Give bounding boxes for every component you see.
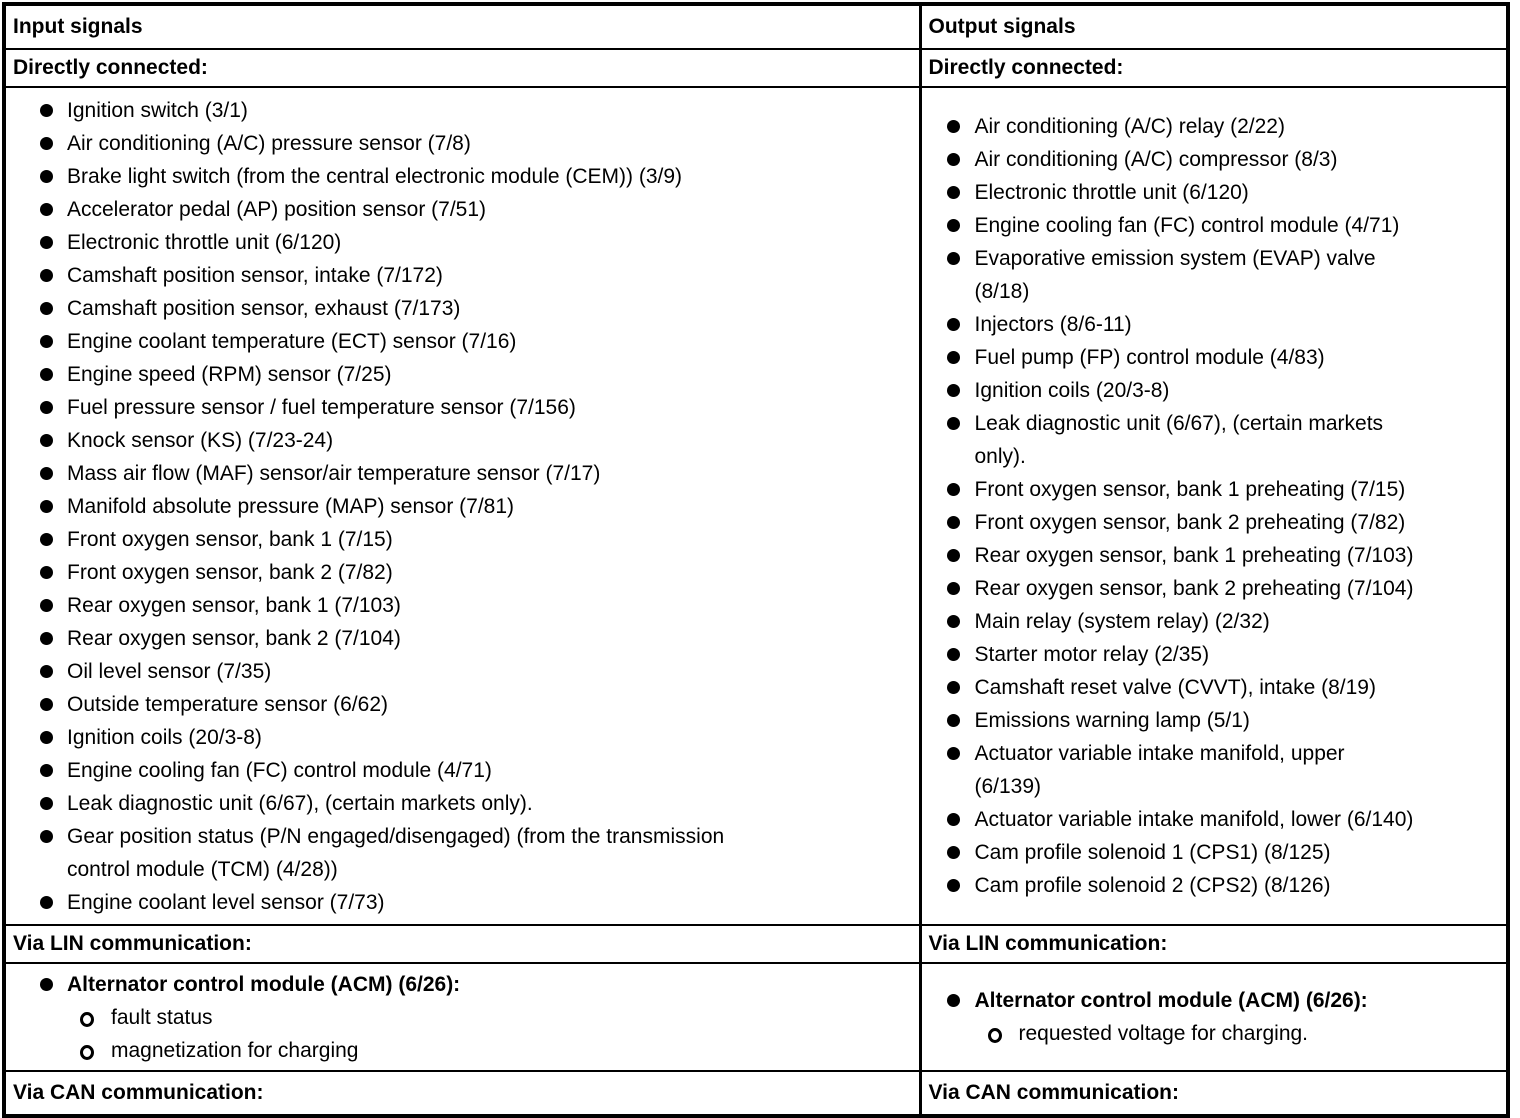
list-item: Leak diagnostic unit (6/67), (certain ma…	[6, 787, 917, 820]
input-lin-list: Alternator control module (ACM) (6/26): f…	[6, 968, 917, 1067]
input-via-lin-label: Via LIN communication:	[3, 924, 922, 964]
list-item: Accelerator pedal (AP) position sensor (…	[6, 193, 917, 226]
list-item: Fuel pump (FP) control module (4/83)	[922, 341, 1506, 374]
list-item: Engine coolant level sensor (7/73)	[6, 886, 917, 919]
output-directly-connected-label: Directly connected:	[919, 48, 1509, 88]
list-item: Air conditioning (A/C) compressor (8/3)	[922, 143, 1506, 176]
list-item: Knock sensor (KS) (7/23-24)	[6, 424, 917, 457]
input-directly-connected-cell: Ignition switch (3/1) Air conditioning (A…	[3, 86, 922, 926]
header-row: Input signals Output signals	[3, 3, 1509, 50]
list-item: Electronic throttle unit (6/120)	[922, 176, 1506, 209]
list-item: Camshaft reset valve (CVVT), intake (8/1…	[922, 671, 1506, 704]
lin-list-row: Alternator control module (ACM) (6/26): f…	[3, 962, 1509, 1072]
list-item: Alternator control module (ACM) (6/26): f…	[6, 968, 917, 1067]
list-item: Emissions warning lamp (5/1)	[922, 704, 1506, 737]
output-via-can-label: Via CAN communication:	[919, 1070, 1509, 1117]
list-item: Front oxygen sensor, bank 2 preheating (…	[922, 506, 1506, 539]
list-item: Engine cooling fan (FC) control module (…	[922, 209, 1506, 242]
input-via-can-label: Via CAN communication:	[3, 1070, 922, 1117]
list-item: Front oxygen sensor, bank 2 (7/82)	[6, 556, 917, 589]
input-direct-list: Ignition switch (3/1) Air conditioning (A…	[6, 94, 917, 919]
list-item: Camshaft position sensor, intake (7/172)	[6, 259, 917, 292]
list-item: Gear position status (P/N engaged/diseng…	[6, 820, 917, 886]
list-item: Ignition coils (20/3-8)	[922, 374, 1506, 407]
sub-list: requested voltage for charging.	[975, 1017, 1507, 1050]
list-item: Actuator variable intake manifold, upper…	[922, 737, 1506, 803]
via-can-row: Via CAN communication: Via CAN communica…	[3, 1070, 1509, 1117]
input-signals-header: Input signals	[3, 3, 922, 50]
sub-list: fault status magnetization for charging	[67, 1001, 917, 1067]
sub-list-item: requested voltage for charging.	[975, 1017, 1507, 1050]
sub-list-item: magnetization for charging	[67, 1034, 917, 1067]
list-item: Air conditioning (A/C) pressure sensor (…	[6, 127, 917, 160]
output-lin-list: Alternator control module (ACM) (6/26): r…	[922, 984, 1507, 1050]
list-item: Front oxygen sensor, bank 1 preheating (…	[922, 473, 1506, 506]
list-item: Rear oxygen sensor, bank 1 (7/103)	[6, 589, 917, 622]
output-lin-cell: Alternator control module (ACM) (6/26): r…	[919, 962, 1509, 1072]
output-signals-header: Output signals	[919, 3, 1509, 50]
list-item: Brake light switch (from the central ele…	[6, 160, 917, 193]
list-item: Camshaft position sensor, exhaust (7/173…	[6, 292, 917, 325]
list-item: Evaporative emission system (EVAP) valve…	[922, 242, 1506, 308]
via-lin-row: Via LIN communication: Via LIN communica…	[3, 924, 1509, 964]
list-item: Starter motor relay (2/35)	[922, 638, 1506, 671]
output-directly-connected-cell: Air conditioning (A/C) relay (2/22) Air c…	[919, 86, 1509, 926]
list-item: Leak diagnostic unit (6/67), (certain ma…	[922, 407, 1506, 473]
list-item: Rear oxygen sensor, bank 2 preheating (7…	[922, 572, 1506, 605]
input-lin-cell: Alternator control module (ACM) (6/26): f…	[3, 962, 922, 1072]
list-item: Cam profile solenoid 2 (CPS2) (8/126)	[922, 869, 1506, 902]
output-via-lin-label: Via LIN communication:	[919, 924, 1509, 964]
list-item: Ignition switch (3/1)	[6, 94, 917, 127]
list-item: Manifold absolute pressure (MAP) sensor …	[6, 490, 917, 523]
list-item: Engine cooling fan (FC) control module (…	[6, 754, 917, 787]
list-item: Engine speed (RPM) sensor (7/25)	[6, 358, 917, 391]
list-item: Ignition coils (20/3-8)	[6, 721, 917, 754]
list-item: Rear oxygen sensor, bank 1 preheating (7…	[922, 539, 1506, 572]
list-item: Air conditioning (A/C) relay (2/22)	[922, 110, 1506, 143]
list-item: Outside temperature sensor (6/62)	[6, 688, 917, 721]
list-item: Cam profile solenoid 1 (CPS1) (8/125)	[922, 836, 1506, 869]
list-item: Main relay (system relay) (2/32)	[922, 605, 1506, 638]
list-item: Engine coolant temperature (ECT) sensor …	[6, 325, 917, 358]
list-item: Rear oxygen sensor, bank 2 (7/104)	[6, 622, 917, 655]
output-direct-list: Air conditioning (A/C) relay (2/22) Air c…	[922, 110, 1506, 902]
list-item: Oil level sensor (7/35)	[6, 655, 917, 688]
list-item: Front oxygen sensor, bank 1 (7/15)	[6, 523, 917, 556]
list-item: Injectors (8/6-11)	[922, 308, 1506, 341]
list-item: Mass air flow (MAF) sensor/air temperatu…	[6, 457, 917, 490]
directly-connected-list-row: Ignition switch (3/1) Air conditioning (A…	[3, 86, 1509, 926]
list-item: Fuel pressure sensor / fuel temperature …	[6, 391, 917, 424]
directly-connected-row: Directly connected: Directly connected:	[3, 48, 1509, 88]
list-item: Actuator variable intake manifold, lower…	[922, 803, 1506, 836]
list-item: Alternator control module (ACM) (6/26): r…	[922, 984, 1507, 1050]
sub-list-item: fault status	[67, 1001, 917, 1034]
input-directly-connected-label: Directly connected:	[3, 48, 922, 88]
list-item: Electronic throttle unit (6/120)	[6, 226, 917, 259]
